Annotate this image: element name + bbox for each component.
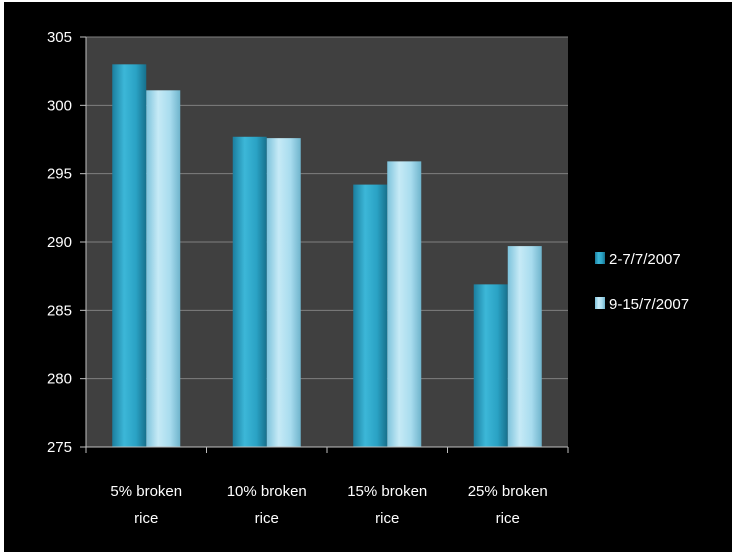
y-tick-label: 305 <box>47 29 72 46</box>
y-tick-label: 300 <box>47 97 72 114</box>
legend-label-2: 9-15/7/2007 <box>609 296 689 313</box>
x-category-label: 15% broken <box>347 483 427 500</box>
bar-1 <box>112 64 147 447</box>
bar-1 <box>232 136 267 447</box>
bar-2 <box>266 138 301 447</box>
x-category-label: 5% broken <box>110 483 182 500</box>
x-category-label: 25% broken <box>468 483 548 500</box>
bar-1 <box>353 184 388 447</box>
y-tick-label: 285 <box>47 302 72 319</box>
legend-swatch-2 <box>595 297 605 309</box>
x-category-label: rice <box>134 510 158 527</box>
y-tick-label: 295 <box>47 166 72 183</box>
x-category-label: rice <box>375 510 399 527</box>
y-tick-label: 275 <box>47 439 72 456</box>
x-category-label: rice <box>496 510 520 527</box>
bar-1 <box>473 284 508 447</box>
legend-swatch-1 <box>595 252 605 264</box>
x-category-label: rice <box>255 510 279 527</box>
y-tick-label: 280 <box>47 371 72 388</box>
legend-label-1: 2-7/7/2007 <box>609 251 681 268</box>
bar-2 <box>387 161 422 447</box>
bar-2 <box>507 246 542 447</box>
x-category-label: 10% broken <box>227 483 307 500</box>
y-tick-label: 290 <box>47 234 72 251</box>
bar-2 <box>146 90 181 448</box>
